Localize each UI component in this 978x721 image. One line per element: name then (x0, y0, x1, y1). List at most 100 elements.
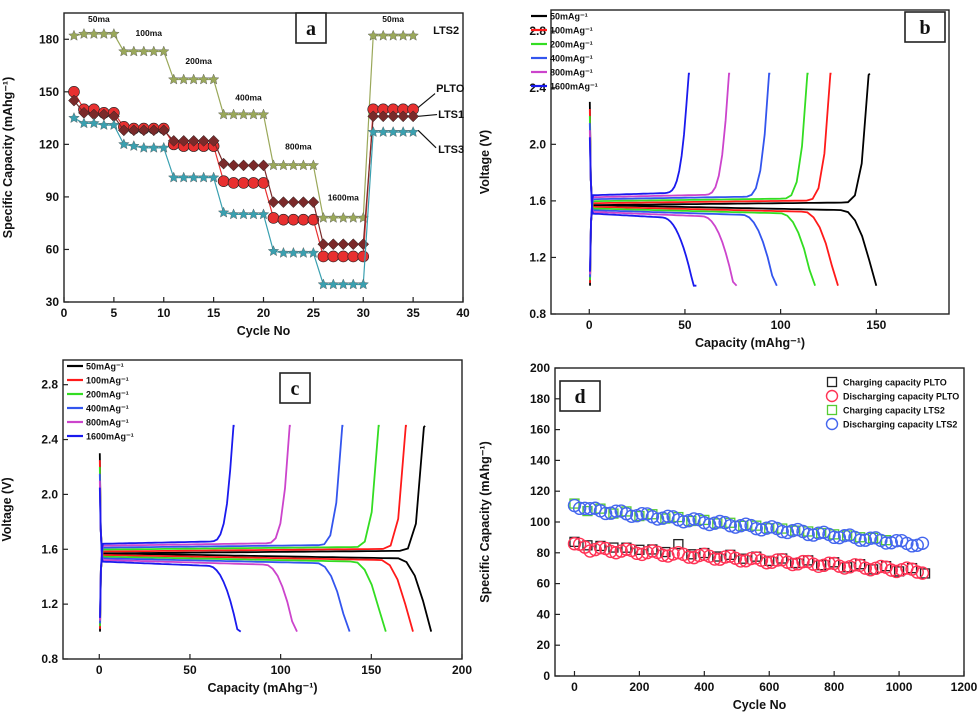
legend-label: 200mAg⁻¹ (86, 390, 129, 400)
data-point (656, 548, 670, 562)
data-point (785, 557, 800, 572)
panel-label: c (291, 378, 300, 400)
series-800mAg (98, 424, 298, 632)
rate-label: 200ma (185, 56, 212, 66)
data-point (108, 119, 120, 130)
discharge-curve (588, 108, 839, 286)
data-point (853, 533, 867, 547)
data-point (572, 501, 587, 516)
data-point (297, 246, 310, 258)
y-axis-title: Specific Capacity (mAhg⁻¹) (478, 441, 492, 603)
discharge-curve (588, 115, 816, 286)
panel-label-box (279, 372, 311, 404)
y-tick-label: 140 (530, 453, 550, 467)
charge-curve (589, 72, 809, 281)
legend-label: Discharging capacity PLTO (843, 392, 959, 402)
data-point (660, 546, 671, 558)
legend-label: Charging capacity LTS2 (843, 406, 945, 416)
data-point (879, 536, 893, 550)
y-tick-label: 80 (537, 546, 551, 560)
label-arrow (417, 93, 436, 109)
y-tick-label: 1.6 (41, 542, 58, 556)
discharge-curve (588, 137, 697, 287)
data-point (397, 126, 409, 137)
data-point (247, 208, 260, 220)
x-tick-label: 50 (678, 318, 692, 332)
data-point (811, 526, 826, 540)
data-point (915, 536, 930, 550)
data-point (708, 552, 722, 566)
y-tick-label: 160 (530, 423, 550, 437)
data-point (237, 177, 250, 189)
label-arrow (418, 113, 438, 117)
data-point (733, 519, 748, 533)
x-tick-label: 100 (771, 318, 791, 332)
discharge-curve (588, 123, 778, 287)
data-point (307, 196, 320, 209)
data-point (337, 250, 350, 263)
data-point (227, 208, 240, 220)
data-point (148, 45, 160, 57)
y-tick-label: 30 (46, 295, 60, 309)
data-point (377, 110, 390, 123)
data-point (327, 278, 340, 290)
data-point (307, 246, 320, 258)
charge-curve (99, 425, 426, 632)
data-point (609, 504, 623, 518)
data-point (718, 550, 732, 564)
data-point (337, 278, 350, 290)
discharge-curve (98, 480, 298, 632)
x-axis-title: Cycle No (733, 698, 787, 712)
x-tick-label: 0 (96, 663, 103, 677)
data-point (137, 124, 150, 137)
x-tick-label: 50 (183, 663, 197, 677)
x-tick-label: 0 (571, 680, 578, 694)
data-point (673, 538, 684, 550)
data-point (267, 212, 280, 224)
data-point (666, 547, 680, 561)
data-point (630, 546, 644, 561)
data-point (825, 417, 839, 431)
data-point (604, 544, 618, 559)
x-tick-label: 20 (257, 306, 271, 320)
data-point (277, 246, 290, 258)
plot-frame (554, 367, 965, 677)
legend-label: 100mAg⁻¹ (86, 376, 129, 386)
data-point (407, 29, 419, 41)
charge-curve (99, 424, 407, 629)
legend-label: 50mAg⁻¹ (550, 12, 588, 22)
legend-label: Charging capacity PLTO (843, 378, 947, 388)
data-point (640, 545, 654, 560)
data-point (317, 250, 330, 263)
data-point (708, 516, 722, 530)
data-point (68, 29, 80, 41)
data-point (128, 45, 140, 57)
rate-label: 100ma (136, 28, 163, 38)
legend: 50mAg⁻¹ 100mAg⁻¹ 200mAg⁻¹ 400mAg⁻¹ 800mAg⁻¹ 1… (531, 12, 598, 92)
data-point (247, 177, 260, 189)
y-tick-label: 120 (530, 484, 550, 498)
discharge-curve (98, 473, 351, 632)
data-point (88, 117, 100, 129)
discharge-curve (98, 466, 387, 632)
data-point (686, 549, 697, 560)
data-point (307, 213, 320, 226)
data-point (837, 528, 852, 543)
data-point (347, 238, 360, 251)
x-tick-label: 0 (61, 306, 68, 320)
series-LTS1 (68, 94, 419, 251)
x-tick-label: 5 (111, 306, 118, 320)
data-point (733, 554, 748, 568)
panel-label: d (574, 386, 585, 408)
data-point (377, 29, 389, 41)
data-point (187, 135, 200, 147)
data-point (347, 278, 360, 290)
data-point (387, 126, 399, 137)
y-tick-label: 100 (530, 515, 550, 529)
data-point (187, 73, 200, 85)
series-1600mAg (588, 72, 697, 287)
charge-curve (589, 72, 832, 283)
y-tick-label: 20 (537, 638, 551, 652)
x-tick-label: 1200 (951, 680, 978, 694)
